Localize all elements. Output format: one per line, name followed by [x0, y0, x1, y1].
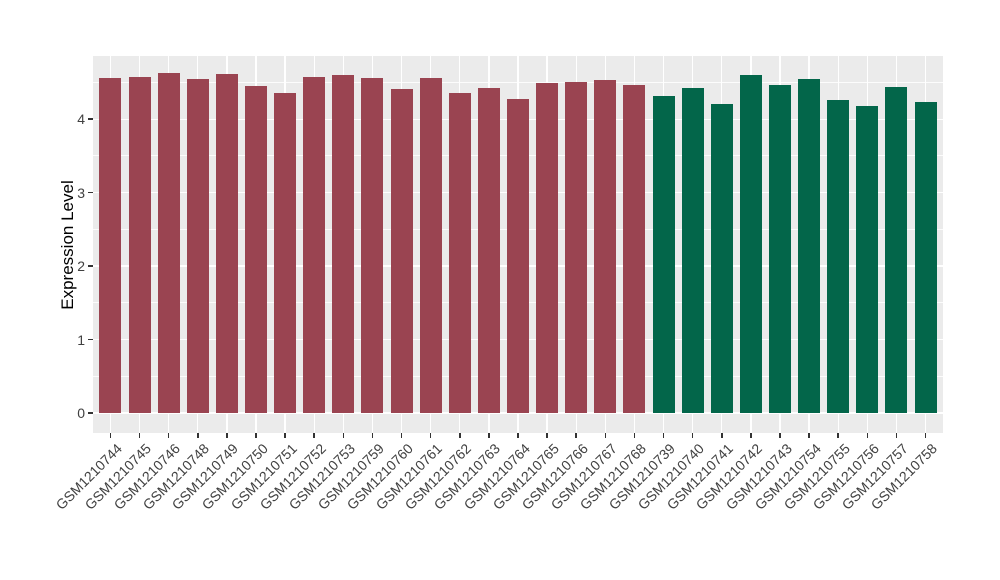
y-tick-mark: [88, 412, 93, 414]
x-tick-mark: [167, 433, 170, 438]
bar-GSM1210751: [274, 92, 297, 414]
bar-GSM1210741: [710, 103, 733, 414]
bar-GSM1210767: [594, 80, 617, 414]
bar-GSM1210759: [361, 78, 384, 414]
x-tick-mark: [633, 433, 636, 438]
x-tick-mark: [662, 433, 665, 438]
x-tick-mark: [866, 433, 869, 438]
bar-GSM1210762: [448, 92, 471, 414]
x-tick-mark: [546, 433, 548, 438]
x-tick-mark: [837, 433, 839, 438]
x-tick-mark: [109, 433, 112, 438]
x-tick-mark: [604, 433, 607, 438]
x-tick-mark: [371, 433, 374, 438]
bar-GSM1210761: [419, 78, 442, 414]
x-tick-mark: [459, 433, 461, 438]
bar-GSM1210750: [245, 86, 267, 414]
bar-GSM1210756: [856, 105, 879, 414]
x-tick-mark: [400, 433, 403, 438]
bar-GSM1210740: [681, 88, 704, 414]
bar-GSM1210746: [157, 72, 180, 414]
x-tick-mark: [255, 433, 257, 438]
y-tick-label: 3: [77, 184, 85, 201]
bar-GSM1210760: [390, 89, 413, 414]
y-tick-mark: [88, 338, 93, 341]
x-tick-mark: [313, 433, 315, 438]
y-tick-label: 0: [77, 405, 85, 422]
x-tick-mark: [779, 433, 781, 438]
x-tick-mark: [488, 433, 490, 438]
bar-GSM1210748: [186, 78, 209, 414]
x-tick-mark: [750, 433, 752, 438]
bar-GSM1210742: [739, 75, 762, 414]
x-tick-mark: [429, 433, 432, 438]
y-tick-label: 2: [77, 258, 85, 275]
bar-GSM1210758: [914, 102, 937, 414]
bar-GSM1210754: [798, 78, 821, 414]
bar-GSM1210764: [507, 98, 529, 414]
y-tick-mark: [88, 191, 93, 194]
x-tick-mark: [691, 433, 694, 438]
bar-GSM1210744: [99, 78, 122, 414]
x-tick-mark: [517, 433, 519, 438]
y-tick-label: 1: [77, 331, 85, 348]
x-tick-mark: [197, 433, 199, 438]
bar-GSM1210745: [128, 76, 151, 414]
x-tick-mark: [226, 433, 228, 438]
bar-GSM1210768: [623, 84, 646, 414]
bar-GSM1210753: [332, 75, 355, 414]
bar-GSM1210763: [477, 87, 500, 414]
x-tick-mark: [342, 433, 345, 438]
x-tick-mark: [721, 433, 723, 438]
bar-GSM1210755: [827, 100, 850, 414]
bar-GSM1210739: [652, 96, 675, 414]
x-tick-mark: [575, 433, 577, 438]
bar-GSM1210749: [215, 74, 238, 414]
bar-GSM1210766: [565, 82, 588, 414]
bar-GSM1210743: [768, 85, 791, 414]
x-tick-mark: [138, 433, 141, 438]
bar-GSM1210752: [303, 76, 326, 414]
x-tick-mark: [924, 433, 927, 438]
y-tick-mark: [88, 265, 93, 267]
y-tick-label: 4: [77, 111, 85, 128]
x-tick-mark: [284, 433, 286, 438]
y-tick-mark: [88, 118, 93, 120]
x-tick-mark: [895, 433, 898, 438]
x-tick-mark: [808, 433, 810, 438]
bar-GSM1210765: [536, 83, 559, 414]
bar-GSM1210757: [885, 86, 908, 414]
plot-panel: [93, 56, 943, 433]
